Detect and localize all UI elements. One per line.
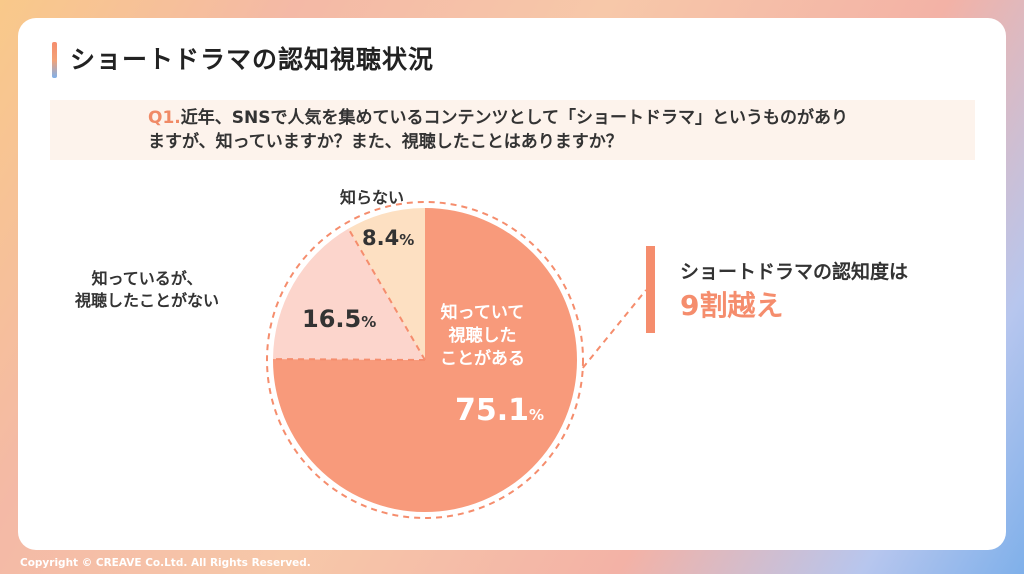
slice-label-1: 知っていて 視聴した ことがある <box>440 303 525 369</box>
question-box <box>50 100 975 160</box>
callout-accent-bar <box>646 246 655 333</box>
question-text: Q1.近年、SNSで人気を集めているコンテンツとして「ショートドラマ」というもの… <box>148 106 968 154</box>
pie-slices <box>272 208 577 513</box>
callout-connector-line <box>582 289 647 369</box>
slice-value-3: 8.4% <box>362 226 415 250</box>
slice-value-2: 16.5% <box>302 305 377 333</box>
question-line1: 近年、SNSで人気を集めているコンテンツとして「ショートドラマ」というものがあり <box>180 108 848 128</box>
callout-text: ショートドラマの認知度は <box>680 261 909 283</box>
callout-highlight: 9割越え <box>680 289 784 322</box>
copyright-text: Copyright © CREAVE Co.Ltd. All Rights Re… <box>20 557 311 569</box>
question-line2: ますが、知っていますか？また、視聴したことはありますか？ <box>148 132 623 152</box>
pie-outer-dashed-ring <box>266 201 584 519</box>
slice-value-1: 75.1% <box>455 393 545 428</box>
pie-divider-1 <box>272 358 426 361</box>
pie-divider-2 <box>347 228 426 361</box>
title-accent-bar <box>52 42 57 78</box>
slice-label-2: 知っているが、 視聴したことがない <box>75 269 220 310</box>
pie-slice-3 <box>348 208 425 360</box>
question-label: Q1. <box>148 108 181 128</box>
slice-label-3: 知らない <box>340 188 405 207</box>
page-title: ショートドラマの認知視聴状況 <box>70 45 435 74</box>
pie-slice-2 <box>273 228 425 360</box>
